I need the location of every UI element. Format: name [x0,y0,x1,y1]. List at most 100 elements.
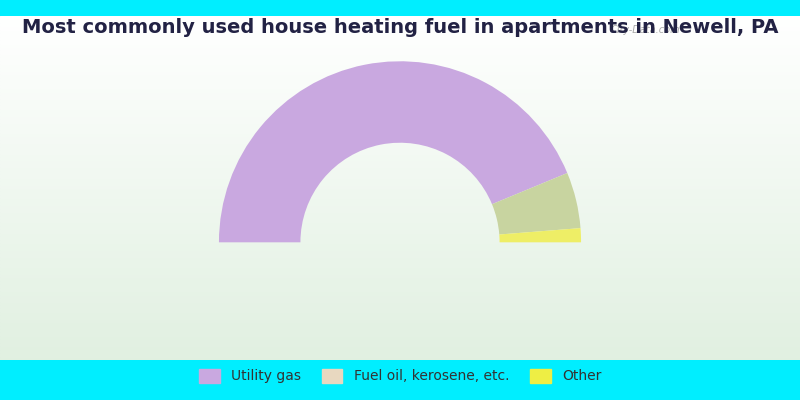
Bar [0,68,800,71]
Bar [0,216,800,219]
Bar [0,308,800,312]
Bar [0,102,800,106]
Bar [0,260,800,264]
Bar [0,278,800,281]
Bar [0,23,800,26]
Bar [0,350,800,353]
Bar [0,184,800,188]
Bar [0,236,800,240]
Legend: Utility gas, Fuel oil, kerosene, etc., Other: Utility gas, Fuel oil, kerosene, etc., O… [199,368,601,384]
Bar [0,302,800,305]
Bar [0,243,800,246]
Bar [0,329,800,332]
Bar [0,50,800,54]
Bar [0,246,800,250]
Wedge shape [499,228,581,242]
Bar [0,288,800,291]
Bar [0,212,800,216]
Text: Most commonly used house heating fuel in apartments in Newell, PA: Most commonly used house heating fuel in… [22,18,778,37]
Bar [0,112,800,116]
Bar [0,312,800,315]
Bar [0,226,800,229]
Bar [0,64,800,68]
Bar [0,339,800,343]
Bar [0,40,800,44]
Bar [0,284,800,288]
Bar [0,98,800,102]
Bar [0,229,800,233]
Bar [0,164,800,167]
Bar [0,133,800,136]
Bar [0,326,800,329]
Bar [0,88,800,92]
Bar [0,336,800,339]
Bar [0,85,800,88]
Bar [0,116,800,119]
Bar [0,20,800,23]
Bar [0,130,800,133]
Bar [0,270,800,274]
Bar [0,356,800,360]
Bar [0,147,800,150]
Bar [0,298,800,302]
Bar [0,319,800,322]
Bar [0,136,800,140]
Bar [0,26,800,30]
Bar [0,233,800,236]
Bar [0,353,800,356]
Bar [0,315,800,319]
Bar [0,322,800,326]
Bar [0,253,800,257]
Bar [0,54,800,57]
Bar [0,222,800,226]
Bar [0,205,800,209]
Bar [0,281,800,284]
Bar [0,219,800,222]
Bar [0,202,800,205]
Bar [0,157,800,160]
Bar [0,16,800,20]
Bar [0,154,800,157]
Bar [0,295,800,298]
Bar [0,106,800,109]
Bar [0,346,800,350]
Bar [0,264,800,267]
Bar [0,192,800,195]
Bar [0,305,800,308]
Bar [0,92,800,95]
Bar [0,178,800,181]
Wedge shape [219,61,567,242]
Bar [0,143,800,147]
Text: City-Data.com: City-Data.com [611,25,681,35]
Bar [0,74,800,78]
Bar [0,195,800,198]
Bar [0,174,800,178]
Bar [0,160,800,164]
Bar [0,291,800,295]
Bar [0,61,800,64]
Bar [0,57,800,61]
Wedge shape [492,173,581,234]
Bar [0,81,800,85]
Bar [0,30,800,33]
Bar [0,109,800,112]
Bar [0,257,800,260]
Bar [0,209,800,212]
Bar [0,332,800,336]
Bar [0,95,800,98]
Bar [0,343,800,346]
Bar [0,44,800,47]
Bar [0,267,800,270]
Bar [0,250,800,253]
Bar [0,47,800,50]
Bar [0,167,800,171]
Bar [0,71,800,74]
Bar [0,198,800,202]
Bar [0,240,800,243]
Bar [0,37,800,40]
Bar [0,150,800,154]
Bar [0,274,800,278]
Bar [0,140,800,143]
Bar [0,119,800,123]
Bar [0,188,800,192]
